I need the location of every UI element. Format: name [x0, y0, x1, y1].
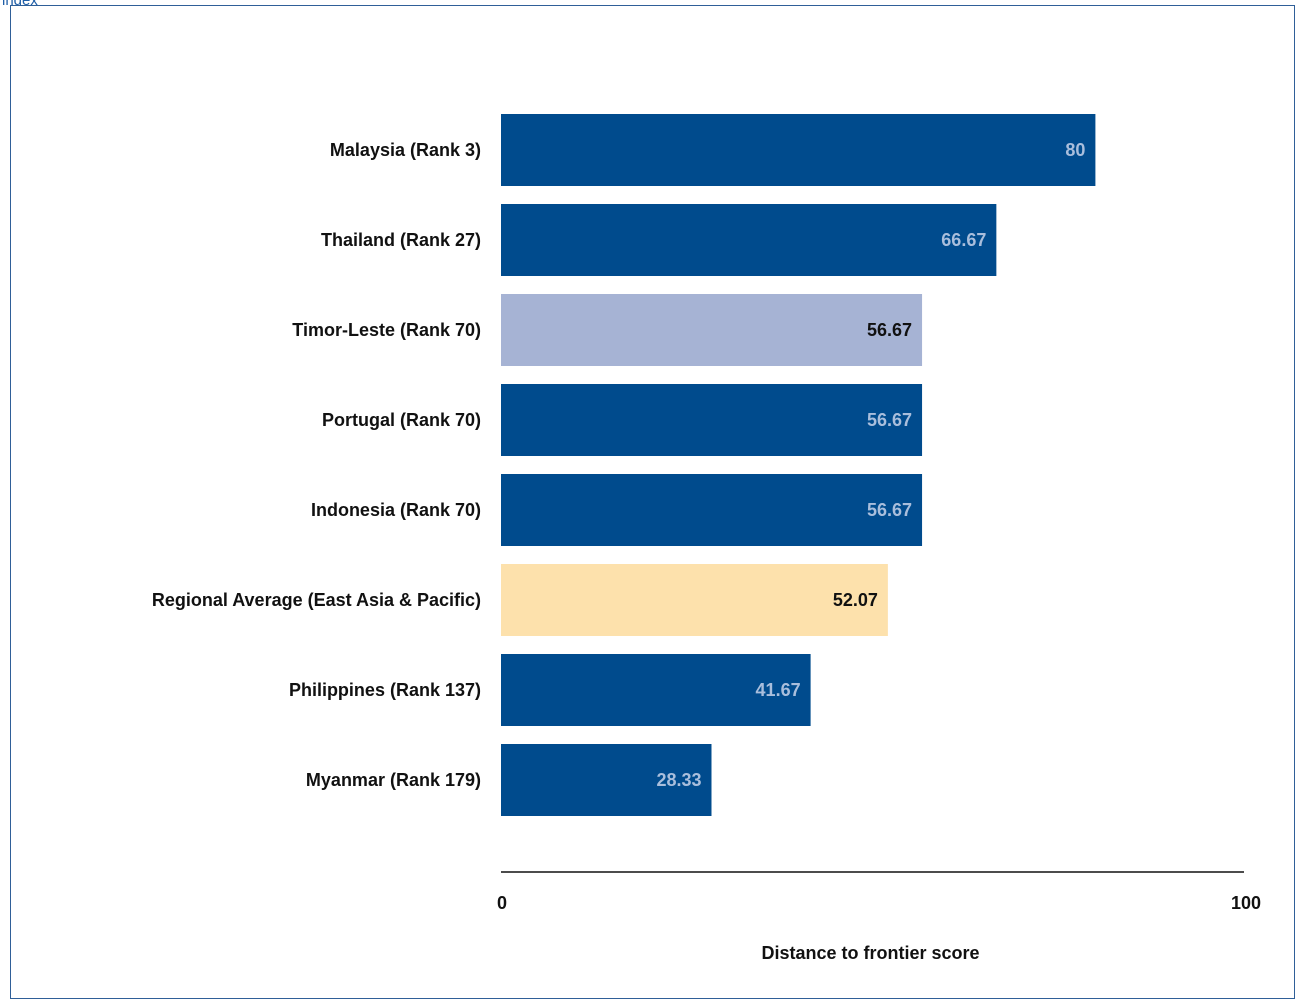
value-label-0: 80	[1065, 140, 1085, 160]
chart-frame	[10, 5, 1295, 999]
category-label-4: Indonesia (Rank 70)	[311, 500, 481, 520]
value-label-1: 66.67	[941, 230, 986, 250]
category-label-7: Myanmar (Rank 179)	[306, 770, 481, 790]
x-tick-label-1: 100	[1231, 893, 1261, 913]
value-label-4: 56.67	[867, 500, 912, 520]
category-label-0: Malaysia (Rank 3)	[330, 140, 481, 160]
bar-5	[501, 564, 888, 636]
bar-7	[501, 744, 712, 816]
x-tick-label-0: 0	[497, 893, 507, 913]
value-label-6: 41.67	[756, 680, 801, 700]
category-label-3: Portugal (Rank 70)	[322, 410, 481, 430]
bar-3	[501, 384, 923, 456]
category-label-2: Timor-Leste (Rank 70)	[292, 320, 481, 340]
bar-1	[501, 204, 997, 276]
category-label-6: Philippines (Rank 137)	[289, 680, 481, 700]
header-fragment-text: index	[2, 0, 38, 9]
category-label-5: Regional Average (East Asia & Pacific)	[152, 590, 481, 610]
value-label-7: 28.33	[656, 770, 701, 790]
bar-2	[501, 294, 923, 366]
category-label-1: Thailand (Rank 27)	[321, 230, 481, 250]
value-label-2: 56.67	[867, 320, 912, 340]
value-label-3: 56.67	[867, 410, 912, 430]
bar-6	[501, 654, 811, 726]
x-axis-title: Distance to frontier score	[761, 943, 979, 963]
value-label-5: 52.07	[833, 590, 878, 610]
bar-4	[501, 474, 923, 546]
bar-0	[501, 114, 1096, 186]
